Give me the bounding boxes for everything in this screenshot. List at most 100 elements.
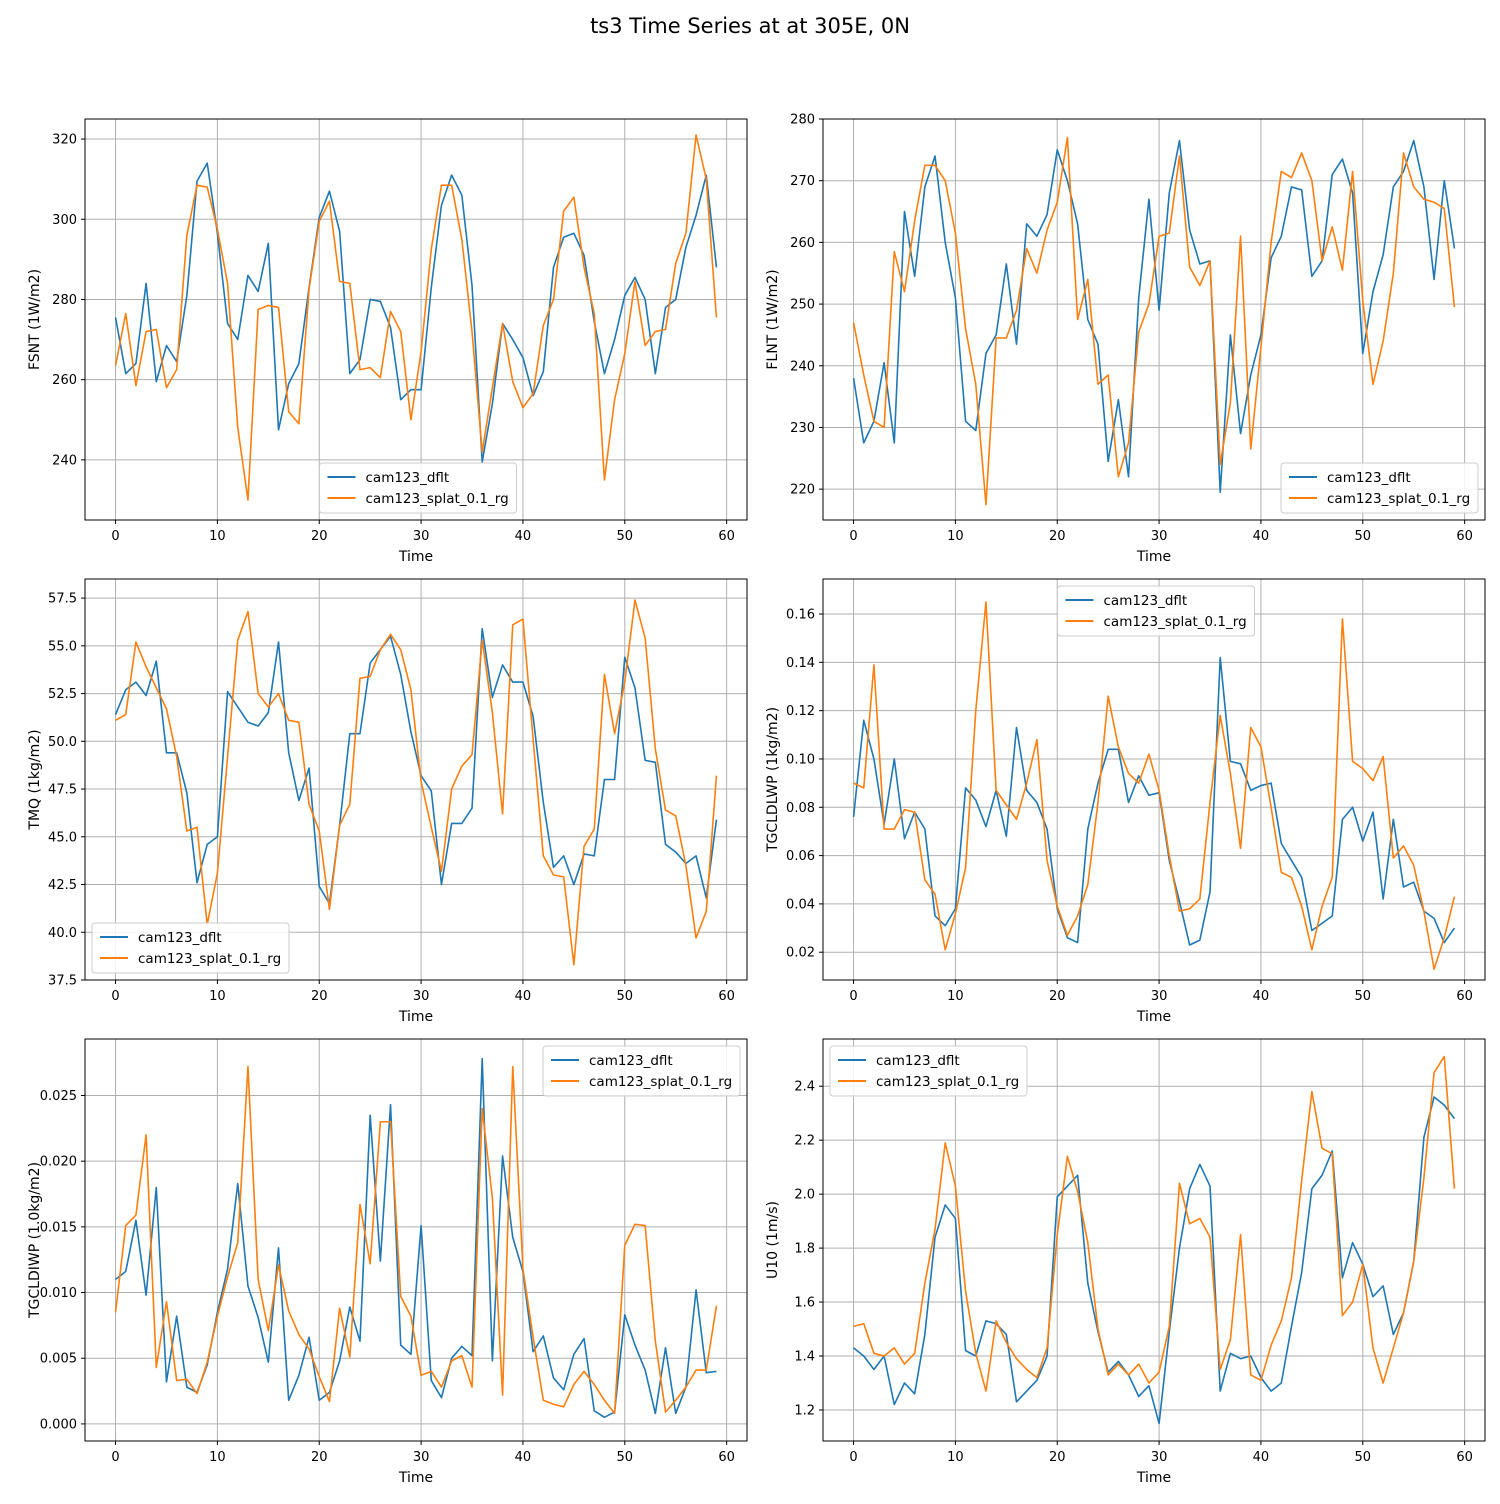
axes-frame xyxy=(84,578,748,981)
legend-box xyxy=(1280,462,1479,514)
x-tick-label: 30 xyxy=(1151,989,1168,1004)
x-axis-label: Time xyxy=(398,1470,433,1486)
legend-label: cam123_dflt xyxy=(876,1053,960,1069)
y-tick-label: 0.16 xyxy=(786,608,815,623)
y-tick-label: 300 xyxy=(52,213,77,228)
x-tick-label: 0 xyxy=(849,989,857,1004)
series-line-cam123_dflt xyxy=(114,162,718,463)
x-tick-label: 10 xyxy=(947,1450,964,1465)
y-tick-label: 260 xyxy=(790,236,815,251)
figure-title: ts3 Time Series at at 305E, 0N xyxy=(590,14,910,38)
y-tick-label: 0.04 xyxy=(786,897,815,912)
x-tick-label: 20 xyxy=(311,529,328,544)
y-tick-label: 50.0 xyxy=(48,735,77,750)
x-tick-label: 20 xyxy=(311,989,328,1004)
y-axis-label: TGCLDLWP (1kg/m2) xyxy=(765,707,781,853)
x-axis-label: Time xyxy=(1136,1470,1171,1486)
y-tick-label: 55.0 xyxy=(48,639,77,654)
legend-box xyxy=(1057,585,1255,637)
x-tick-label: 40 xyxy=(1253,529,1270,544)
series-line-cam123_splat_0.1_rg xyxy=(853,601,1456,970)
x-axis-label: Time xyxy=(398,1009,433,1025)
y-tick-label: 320 xyxy=(52,133,77,148)
legend-box xyxy=(91,922,290,974)
y-tick-label: 1.2 xyxy=(794,1403,815,1418)
x-tick-label: 40 xyxy=(515,1450,532,1465)
legend-label: cam123_splat_0.1_rg xyxy=(589,1074,732,1090)
legend-label: cam123_dflt xyxy=(1327,470,1411,486)
y-tick-label: 250 xyxy=(790,298,815,313)
y-tick-label: 37.5 xyxy=(48,974,77,989)
y-tick-label: 0.025 xyxy=(40,1089,77,1104)
legend-label: cam123_dflt xyxy=(589,1053,673,1069)
y-tick-label: 0.14 xyxy=(786,656,815,671)
legend-box xyxy=(319,462,517,514)
y-tick-label: 0.010 xyxy=(40,1286,77,1301)
series-line-cam123_dflt xyxy=(852,139,1456,494)
y-axis-label: FSNT (1W/m2) xyxy=(27,269,43,370)
legend-label: cam123_splat_0.1_rg xyxy=(1327,491,1470,507)
x-tick-label: 40 xyxy=(515,529,532,544)
x-axis-label: Time xyxy=(1136,1009,1171,1025)
x-tick-label: 0 xyxy=(111,529,119,544)
legend: cam123_dflt cam123_splat_0.1_rg xyxy=(829,1045,1028,1097)
x-tick-label: 10 xyxy=(209,1450,226,1465)
axes-frame xyxy=(822,118,1486,521)
y-tick-label: 57.5 xyxy=(48,592,77,607)
y-tick-label: 240 xyxy=(52,453,77,468)
axes-frame xyxy=(84,118,748,521)
y-tick-label: 260 xyxy=(52,373,77,388)
axes-frame xyxy=(822,578,1486,981)
y-tick-label: 0.020 xyxy=(40,1155,77,1170)
x-tick-label: 10 xyxy=(947,529,964,544)
x-tick-label: 40 xyxy=(1253,989,1270,1004)
series-line-cam123_splat_0.1_rg xyxy=(114,134,718,501)
y-tick-label: 0.10 xyxy=(786,752,815,767)
x-tick-label: 50 xyxy=(1355,529,1372,544)
x-tick-label: 40 xyxy=(515,989,532,1004)
y-tick-label: 45.0 xyxy=(48,830,77,845)
chart-panel-5: 0 10 20 30 40 50 60 0.000 0.005 0.010 0.015 0.020 0.… xyxy=(27,1038,748,1486)
y-tick-label: 0.000 xyxy=(40,1417,77,1432)
legend-label: cam123_splat_0.1_rg xyxy=(876,1074,1019,1090)
axes-frame xyxy=(822,1038,1486,1442)
x-tick-label: 60 xyxy=(1456,1450,1473,1465)
x-axis-label: Time xyxy=(398,549,433,565)
y-tick-label: 40.0 xyxy=(48,926,77,941)
x-tick-label: 60 xyxy=(1456,529,1473,544)
x-tick-label: 0 xyxy=(849,529,857,544)
x-tick-label: 30 xyxy=(413,1450,430,1465)
x-tick-label: 60 xyxy=(1456,989,1473,1004)
y-tick-label: 1.6 xyxy=(794,1296,815,1311)
x-tick-label: 60 xyxy=(718,529,735,544)
y-axis-label: TMQ (1kg/m2) xyxy=(27,729,43,830)
x-tick-label: 20 xyxy=(311,1450,328,1465)
legend: cam123_dflt cam123_splat_0.1_rg xyxy=(542,1045,741,1097)
x-tick-label: 20 xyxy=(1049,989,1066,1004)
y-tick-label: 0.08 xyxy=(786,801,815,816)
x-tick-label: 50 xyxy=(1355,1450,1372,1465)
y-tick-label: 2.2 xyxy=(794,1134,815,1149)
x-tick-label: 10 xyxy=(947,989,964,1004)
legend-label: cam123_dflt xyxy=(366,470,450,486)
y-tick-label: 230 xyxy=(790,421,815,436)
series-line-cam123_dflt xyxy=(114,627,718,905)
y-tick-label: 1.8 xyxy=(794,1242,815,1257)
y-tick-label: 2.4 xyxy=(794,1080,815,1095)
series-line-cam123_splat_0.1_rg xyxy=(114,1065,718,1415)
x-tick-label: 0 xyxy=(111,1450,119,1465)
x-tick-label: 40 xyxy=(1253,1450,1270,1465)
y-tick-label: 52.5 xyxy=(48,687,77,702)
legend-box xyxy=(542,1045,741,1097)
x-tick-label: 30 xyxy=(413,529,430,544)
y-tick-label: 47.5 xyxy=(48,783,77,798)
x-tick-label: 50 xyxy=(1355,989,1372,1004)
x-tick-label: 30 xyxy=(1151,1450,1168,1465)
axes-frame xyxy=(84,1038,748,1442)
x-tick-label: 20 xyxy=(1049,529,1066,544)
x-tick-label: 10 xyxy=(209,529,226,544)
y-axis-label: FLNT (1W/m2) xyxy=(765,269,781,369)
x-tick-label: 30 xyxy=(1151,529,1168,544)
y-tick-label: 0.015 xyxy=(40,1220,77,1235)
